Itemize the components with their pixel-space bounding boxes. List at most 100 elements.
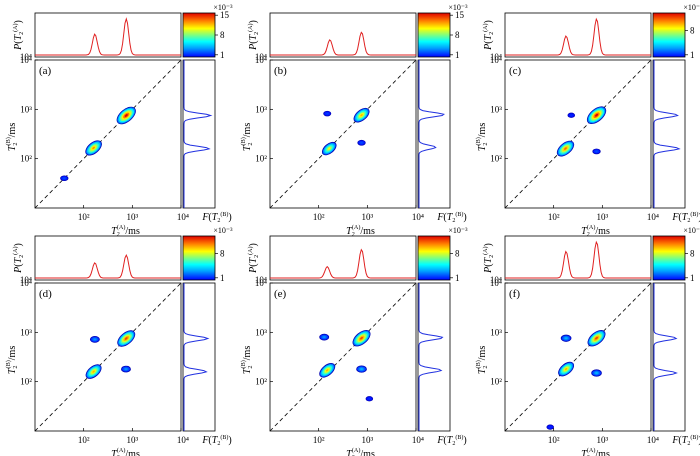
top-marginal-ylabel: P(T2(A)) xyxy=(482,243,495,274)
contour-level xyxy=(323,336,325,338)
peak-contour xyxy=(357,139,366,146)
peak-contour xyxy=(352,330,371,347)
contour-level xyxy=(565,337,567,339)
contour-level xyxy=(564,147,567,150)
right-marginal-curve xyxy=(183,60,213,208)
peak-contour xyxy=(365,396,374,402)
panel-label: (a) xyxy=(39,65,52,77)
panel-label: (d) xyxy=(39,288,52,300)
peak-contour xyxy=(117,330,136,347)
x-tick-label: 10² xyxy=(78,212,90,222)
colorbar-scale-label: ×10⁻³ xyxy=(448,226,468,235)
top-marginal-frame xyxy=(504,12,652,58)
right-marginal-frame xyxy=(652,59,686,209)
y-axis-label: T2(B)/ms xyxy=(240,346,254,374)
colorbar-tick-label: 1 xyxy=(220,273,225,283)
contour-level xyxy=(326,113,328,114)
panel-label: (f) xyxy=(509,288,520,300)
y-tick-label: 10⁴ xyxy=(490,278,502,288)
colorbar-tick-label: 8 xyxy=(690,249,695,259)
peak-contour xyxy=(587,330,606,347)
contour-level xyxy=(63,177,65,179)
contour-level xyxy=(594,113,599,117)
colorbar-tick-label: 1 xyxy=(455,273,460,283)
panel-label: (e) xyxy=(274,288,287,300)
peak-contour xyxy=(85,364,102,379)
contour-level xyxy=(549,426,551,428)
y-tick-label: 10² xyxy=(490,377,502,387)
colorbar xyxy=(417,235,451,281)
right-marginal-curve xyxy=(653,60,681,208)
contour-level xyxy=(124,114,128,117)
peak-contour xyxy=(546,424,554,430)
x-tick-label: 10³ xyxy=(126,212,138,222)
y-tick-label: 10⁴ xyxy=(20,278,32,288)
right-marginal-frame xyxy=(417,59,451,209)
top-marginal-ylabel: P(T2(A)) xyxy=(247,20,260,51)
y-axis-label: T2(B)/ms xyxy=(240,123,254,151)
y-tick-label: 10³ xyxy=(20,327,32,337)
top-marginal-curve xyxy=(35,254,181,279)
colorbar-tick-label: 8 xyxy=(220,30,225,40)
peak-contour xyxy=(116,106,136,125)
peak-contour xyxy=(89,336,100,343)
x-tick-label: 10³ xyxy=(596,212,608,222)
map-frame xyxy=(269,282,417,432)
right-marginal-frame xyxy=(652,282,686,432)
x-tick-label: 10² xyxy=(548,435,560,445)
colorbar-tick-label: 15 xyxy=(220,10,230,20)
y-tick-label: 10³ xyxy=(490,327,502,337)
colorbar-tick-label: 8 xyxy=(455,249,460,259)
right-marginal-xlabel: F(T2(B)) xyxy=(436,211,466,224)
contour-level xyxy=(368,398,370,400)
panel-e: (e) 10² 10² 10³ 10³ 10⁴ 10⁴ T2(A)/ms T2(B)/ms P(T… xyxy=(240,226,468,456)
colorbar-tick-label: 8 xyxy=(690,26,695,36)
y-tick-label: 10³ xyxy=(255,327,267,337)
top-marginal-ylabel: P(T2(A)) xyxy=(12,20,25,51)
peak-contour xyxy=(592,148,601,155)
map-frame xyxy=(34,282,182,432)
peak-contour xyxy=(356,365,367,373)
x-tick-label: 10² xyxy=(548,212,560,222)
right-marginal-curve xyxy=(183,283,210,431)
colorbar xyxy=(182,12,216,58)
x-axis-label: T2(A)/ms xyxy=(581,224,610,238)
contour-level xyxy=(360,142,363,144)
top-marginal-curve xyxy=(35,17,181,56)
colorbar-tick-label: 15 xyxy=(455,10,465,20)
peak-contour xyxy=(121,365,131,373)
right-marginal-xlabel: F(T2(B)) xyxy=(201,211,231,224)
colorbar-scale-label: ×10⁻³ xyxy=(213,226,233,235)
peak-contour xyxy=(586,106,607,124)
corner-tick-label: 10⁴ xyxy=(177,435,189,445)
peak-contour xyxy=(567,112,576,118)
panel-f: (f) 10² 10² 10³ 10³ 10⁴ 10⁴ T2(A)/ms T2(B)/ms P(T… xyxy=(475,226,700,456)
x-tick-label: 10² xyxy=(313,212,325,222)
colorbar-tick-label: 1 xyxy=(455,50,460,60)
top-marginal-tick: 10⁴ xyxy=(20,275,32,285)
contour-level xyxy=(92,146,95,150)
colorbar xyxy=(182,235,216,281)
top-marginal-curve xyxy=(505,240,651,279)
x-tick-label: 10³ xyxy=(596,435,608,445)
contour-level xyxy=(94,338,96,340)
corner-tick-label: 10⁴ xyxy=(647,435,659,445)
peak-contour xyxy=(353,107,370,123)
corner-tick-label: 10⁴ xyxy=(647,212,659,222)
colorbar-tick-label: 8 xyxy=(220,249,225,259)
top-marginal-frame xyxy=(34,235,182,281)
contour-level xyxy=(570,114,572,116)
y-tick-label: 10⁴ xyxy=(20,55,32,65)
contour-level xyxy=(564,367,568,371)
right-marginal-xlabel: F(T2(B)) xyxy=(671,434,700,447)
x-tick-label: 10³ xyxy=(361,435,373,445)
y-tick-label: 10² xyxy=(20,377,32,387)
map-frame xyxy=(504,59,652,209)
peak-contour xyxy=(319,333,330,341)
y-tick-label: 10⁴ xyxy=(490,55,502,65)
contour-level xyxy=(124,337,128,340)
y-tick-label: 10² xyxy=(490,154,502,164)
colorbar xyxy=(417,12,451,58)
top-marginal-frame xyxy=(504,235,652,281)
